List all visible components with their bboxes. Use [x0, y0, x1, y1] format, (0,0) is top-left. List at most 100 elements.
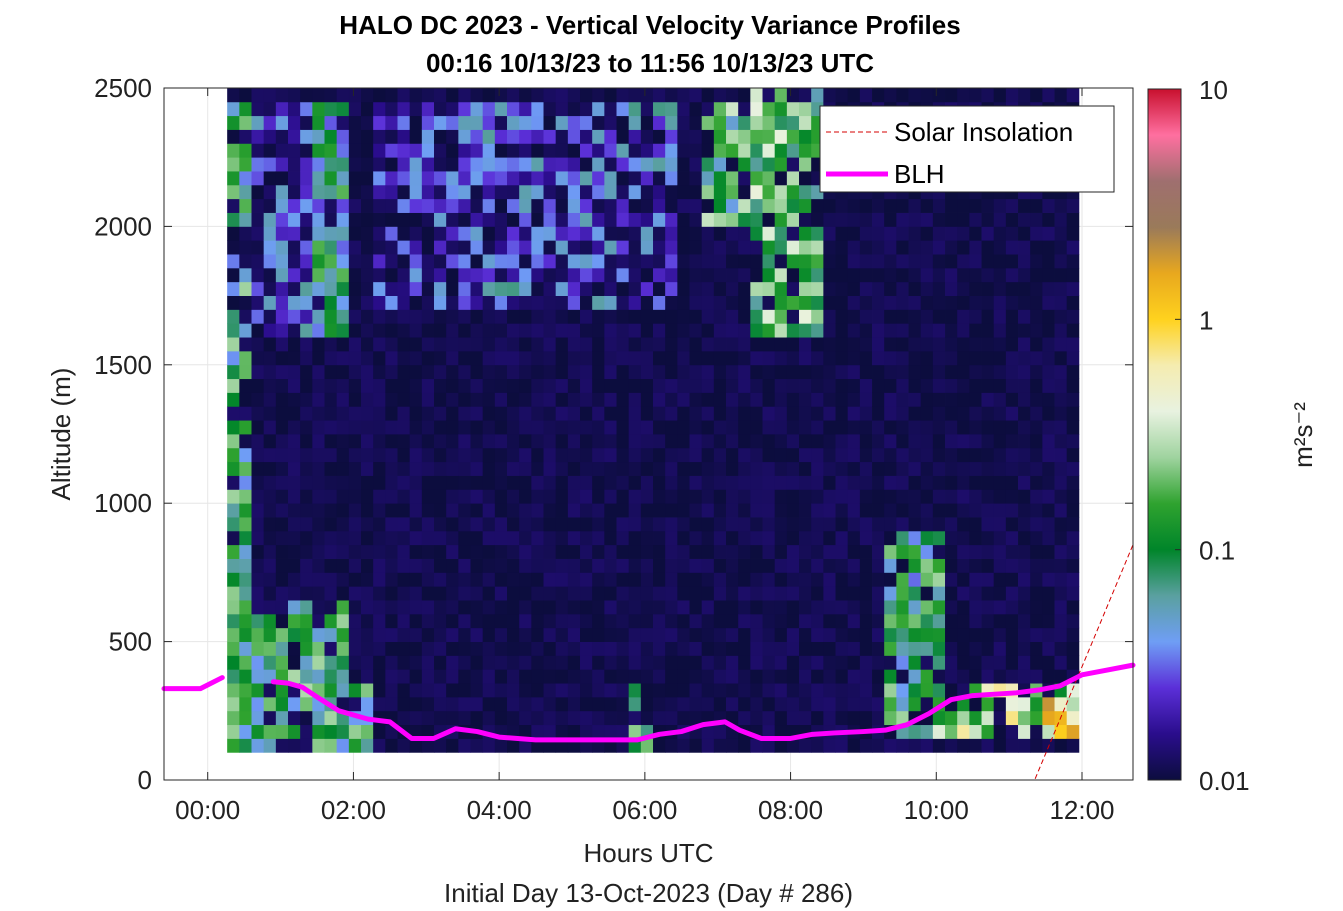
heatmap-cell — [616, 226, 630, 241]
heatmap-cell — [859, 226, 873, 241]
heatmap-cell — [689, 406, 703, 421]
heatmap-cell — [1030, 586, 1043, 601]
heatmap-cell — [653, 447, 666, 463]
heatmap-cell — [786, 710, 800, 726]
heatmap-cell — [275, 489, 289, 504]
heatmap-cell — [421, 544, 435, 559]
heatmap-cell — [713, 641, 727, 656]
heatmap-cell — [945, 447, 958, 463]
heatmap-cell — [434, 489, 447, 504]
heatmap-cell — [896, 696, 909, 712]
heatmap-cell — [908, 738, 922, 753]
heatmap-cell — [993, 544, 1007, 559]
heatmap-cell — [361, 655, 374, 670]
heatmap-cell — [336, 696, 350, 712]
heatmap-cell — [665, 544, 678, 559]
heatmap-cell — [507, 655, 520, 670]
heatmap-cell — [312, 613, 325, 629]
heatmap-cell — [458, 171, 471, 186]
heatmap-cell — [275, 337, 289, 352]
heatmap-cell — [446, 129, 459, 144]
heatmap-cell — [507, 600, 520, 615]
heatmap-cell — [957, 558, 970, 573]
colorbar-tick-label: 1 — [1199, 305, 1213, 335]
heatmap-cell — [494, 115, 508, 130]
heatmap-cell — [1066, 558, 1080, 573]
heatmap-cell — [859, 641, 873, 656]
heatmap-cell — [592, 517, 605, 532]
heatmap-cell — [677, 115, 690, 130]
heatmap-cell — [811, 406, 824, 421]
heatmap-cell — [616, 655, 630, 670]
heatmap-cell — [446, 572, 459, 587]
heatmap-cell — [701, 212, 715, 227]
heatmap-cell — [1042, 392, 1055, 407]
heatmap-cell — [519, 171, 532, 186]
heatmap-cell — [847, 350, 861, 366]
heatmap-cell — [799, 517, 812, 532]
heatmap-cell — [507, 88, 520, 103]
heatmap-cell — [799, 323, 812, 338]
heatmap-cell — [580, 295, 593, 310]
heatmap-cell — [762, 295, 776, 310]
heatmap-cell — [616, 198, 630, 213]
heatmap-cell — [969, 669, 982, 684]
heatmap-cell — [324, 683, 338, 698]
heatmap-cell — [750, 364, 763, 380]
heatmap-cell — [434, 420, 447, 435]
heatmap-cell — [1042, 489, 1055, 504]
heatmap-cell — [628, 240, 642, 255]
heatmap-cell — [701, 558, 715, 573]
heatmap-cell — [580, 517, 593, 532]
heatmap-cell — [726, 406, 739, 421]
heatmap-cell — [482, 157, 496, 172]
heatmap-cell — [786, 655, 800, 670]
heatmap-cell — [628, 434, 642, 449]
heatmap-cell — [263, 655, 277, 670]
heatmap-cell — [750, 295, 763, 310]
heatmap-cell — [421, 724, 435, 739]
heatmap-cell — [908, 530, 922, 546]
heatmap-cell — [300, 641, 313, 656]
heatmap-cell — [567, 212, 581, 227]
heatmap-cell — [507, 669, 520, 684]
heatmap-cell — [348, 517, 362, 532]
heatmap-cell — [823, 392, 836, 407]
heatmap-cell — [726, 378, 739, 393]
heatmap-cell — [446, 350, 459, 366]
heatmap-cell — [640, 350, 654, 366]
heatmap-cell — [896, 641, 909, 656]
heatmap-cell — [227, 544, 240, 559]
heatmap-cell — [908, 406, 922, 421]
heatmap-cell — [494, 406, 508, 421]
heatmap-cell — [981, 586, 995, 601]
heatmap-cell — [908, 627, 922, 642]
heatmap-cell — [799, 503, 812, 518]
heatmap-cell — [373, 572, 386, 587]
heatmap-cell — [689, 198, 703, 213]
heatmap-cell — [774, 489, 788, 504]
heatmap-cell — [251, 530, 265, 546]
heatmap-cell — [239, 157, 252, 172]
heatmap-cell — [908, 447, 922, 463]
heatmap-cell — [531, 655, 544, 670]
heatmap-cell — [555, 544, 569, 559]
heatmap-cell — [385, 517, 398, 532]
heatmap-cell — [872, 683, 885, 698]
y-tick-label: 0 — [138, 765, 152, 795]
heatmap-cell — [604, 143, 617, 158]
heatmap-cell — [884, 295, 897, 310]
heatmap-cell — [421, 683, 435, 698]
heatmap-cell — [421, 517, 435, 532]
heatmap-cell — [665, 586, 678, 601]
heatmap-cell — [786, 337, 800, 352]
heatmap-cell — [653, 406, 666, 421]
heatmap-cell — [689, 572, 703, 587]
heatmap-cell — [458, 627, 471, 642]
heatmap-cell — [677, 447, 690, 463]
heatmap-cell — [1066, 309, 1080, 324]
heatmap-cell — [957, 724, 970, 739]
heatmap-cell — [835, 198, 849, 213]
heatmap-cell — [288, 295, 301, 310]
heatmap-cell — [348, 157, 362, 172]
